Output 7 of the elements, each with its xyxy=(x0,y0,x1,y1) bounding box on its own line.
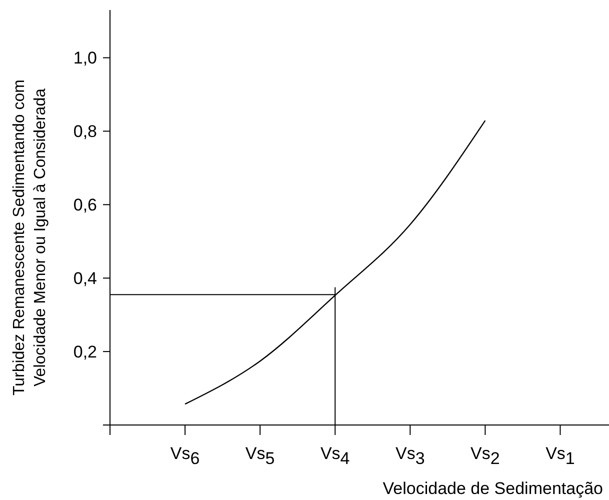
y-tick-label: 0,6 xyxy=(73,196,97,215)
y-tick-label: 1,0 xyxy=(73,48,97,68)
x-axis-title: Velocidade de Sedimentação xyxy=(382,479,603,498)
y-tick-label: 0,2 xyxy=(73,342,97,362)
y-tick-label: 0,4 xyxy=(73,269,97,288)
y-axis-title: Turbidez Remanescente Sedimentando com Velocidade Menor ou Igual à Considerada xyxy=(11,79,49,396)
y-tick-label: 0,8 xyxy=(73,122,97,142)
